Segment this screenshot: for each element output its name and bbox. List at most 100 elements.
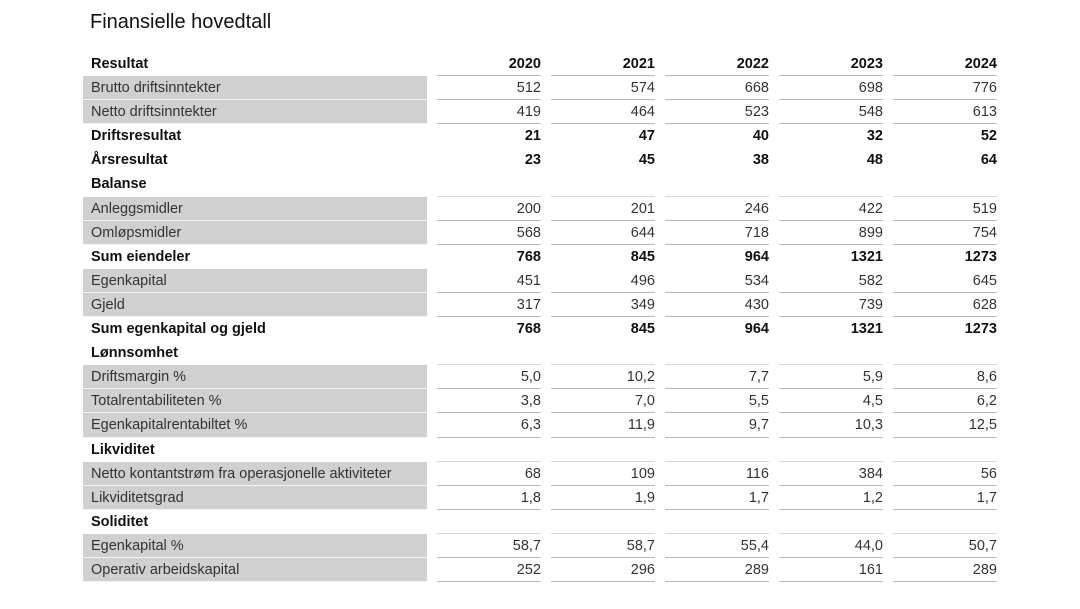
row-label: Egenkapitalrentabiltet % xyxy=(83,413,427,438)
cell-value: 568 xyxy=(437,221,541,245)
row-label: Likviditet xyxy=(91,441,155,458)
cell-value: 56 xyxy=(893,462,997,486)
cell-value: 754 xyxy=(893,221,997,245)
cell-value: 8,6 xyxy=(893,365,997,390)
year-header: 2024 xyxy=(893,52,997,77)
page-title: Finansielle hovedtall xyxy=(90,11,272,33)
cell-value: 548 xyxy=(779,100,883,125)
year-header: 2020 xyxy=(437,52,541,77)
cell-value: 7,0 xyxy=(551,389,655,414)
cell-value xyxy=(665,510,769,534)
header-label: Resultat xyxy=(91,56,149,72)
cell-value: 23 xyxy=(524,152,541,169)
cell-value: 38 xyxy=(752,152,769,169)
cell-value: 200 xyxy=(437,197,541,221)
cell-value: 628 xyxy=(893,293,997,318)
cell-value: 6,2 xyxy=(893,389,997,414)
cell-value: 12,5 xyxy=(893,413,997,438)
cell-value: 430 xyxy=(665,293,769,318)
row-label: Netto kontantstrøm fra operasjonelle akt… xyxy=(83,461,427,486)
cell-value: 464 xyxy=(551,100,655,125)
row-label: Driftsresultat xyxy=(91,128,182,145)
cell-value: 289 xyxy=(665,558,769,583)
cell-value: 582 xyxy=(779,269,883,293)
cell-value: 523 xyxy=(665,100,769,125)
row-label: Soliditet xyxy=(91,513,149,530)
cell-value: 698 xyxy=(779,76,883,101)
cell-value: 116 xyxy=(665,462,769,486)
cell-value: 964 xyxy=(744,321,769,338)
cell-value xyxy=(551,510,655,534)
cell-value: 349 xyxy=(551,293,655,318)
cell-value: 289 xyxy=(893,558,997,583)
cell-value xyxy=(779,438,883,462)
cell-value: 613 xyxy=(893,100,997,125)
cell-value xyxy=(665,172,769,197)
cell-value: 422 xyxy=(779,197,883,221)
cell-value: 964 xyxy=(744,248,769,265)
cell-value: 644 xyxy=(551,221,655,245)
row-label: Lønnsomhet xyxy=(91,345,178,362)
row-label: Totalrentabiliteten % xyxy=(83,389,427,414)
cell-value: 1,7 xyxy=(665,486,769,510)
cell-value: 21 xyxy=(524,128,541,145)
row-label: Egenkapital xyxy=(83,268,427,293)
cell-value: 3,8 xyxy=(437,389,541,414)
cell-value: 48 xyxy=(866,152,883,169)
cell-value: 68 xyxy=(437,462,541,486)
cell-value: 668 xyxy=(665,76,769,101)
cell-value xyxy=(551,341,655,366)
cell-value xyxy=(779,172,883,197)
cell-value xyxy=(779,341,883,366)
row-label: Operativ arbeidskapital xyxy=(83,557,427,583)
cell-value: 45 xyxy=(638,152,655,169)
cell-value: 776 xyxy=(893,76,997,101)
cell-value: 845 xyxy=(630,321,655,338)
cell-value: 384 xyxy=(779,462,883,486)
cell-value: 574 xyxy=(551,76,655,101)
cell-value: 496 xyxy=(551,269,655,293)
cell-value xyxy=(551,172,655,197)
cell-value: 4,5 xyxy=(779,389,883,414)
cell-value: 58,7 xyxy=(551,534,655,558)
cell-value xyxy=(779,510,883,534)
cell-value: 534 xyxy=(665,269,769,293)
cell-value: 9,7 xyxy=(665,413,769,438)
cell-value: 1273 xyxy=(964,321,997,338)
row-label: Netto driftsinntekter xyxy=(83,100,427,125)
year-header: 2023 xyxy=(779,52,883,77)
cell-value xyxy=(437,510,541,534)
cell-value xyxy=(437,341,541,366)
row-label: Gjeld xyxy=(83,292,427,318)
cell-value: 419 xyxy=(437,100,541,125)
cell-value: 6,3 xyxy=(437,413,541,438)
cell-value: 109 xyxy=(551,462,655,486)
cell-value: 718 xyxy=(665,221,769,245)
row-label: Likviditetsgrad xyxy=(83,485,427,510)
cell-value xyxy=(893,438,997,462)
cell-value: 899 xyxy=(779,221,883,245)
cell-value: 5,5 xyxy=(665,389,769,414)
cell-value: 7,7 xyxy=(665,365,769,390)
row-label: Balanse xyxy=(91,176,147,193)
row-label: Sum egenkapital og gjeld xyxy=(91,321,266,338)
cell-value xyxy=(893,172,997,197)
cell-value: 44,0 xyxy=(779,534,883,558)
cell-value xyxy=(437,438,541,462)
row-label: Egenkapital % xyxy=(83,533,427,558)
row-label: Driftsmargin % xyxy=(83,365,427,390)
cell-value: 58,7 xyxy=(437,534,541,558)
cell-value: 1,2 xyxy=(779,486,883,510)
year-header: 2022 xyxy=(665,52,769,77)
cell-value xyxy=(551,438,655,462)
cell-value: 645 xyxy=(893,269,997,293)
cell-value xyxy=(665,341,769,366)
cell-value: 50,7 xyxy=(893,534,997,558)
cell-value: 1,9 xyxy=(551,486,655,510)
cell-value: 1321 xyxy=(850,248,883,265)
cell-value: 1321 xyxy=(850,321,883,338)
cell-value: 845 xyxy=(630,248,655,265)
cell-value: 1,8 xyxy=(437,486,541,510)
cell-value: 451 xyxy=(437,269,541,293)
cell-value: 32 xyxy=(866,128,883,145)
